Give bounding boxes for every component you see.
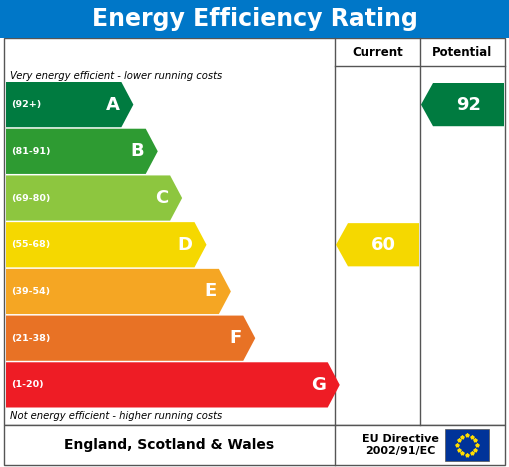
- Polygon shape: [6, 222, 207, 267]
- Bar: [0, 0, 509, 38]
- Text: (39-54): (39-54): [11, 287, 50, 296]
- Text: (21-38): (21-38): [11, 334, 50, 343]
- Text: C: C: [155, 189, 168, 207]
- Polygon shape: [421, 83, 504, 126]
- Text: F: F: [229, 329, 241, 347]
- Polygon shape: [336, 223, 419, 266]
- Text: G: G: [311, 376, 326, 394]
- Text: 60: 60: [371, 236, 396, 254]
- Text: B: B: [130, 142, 144, 160]
- Polygon shape: [6, 269, 231, 314]
- Text: (1-20): (1-20): [11, 381, 44, 389]
- Text: 92: 92: [456, 96, 481, 113]
- Bar: [4, 425, 505, 465]
- Text: D: D: [178, 236, 192, 254]
- Text: Current: Current: [352, 45, 403, 58]
- Text: Potential: Potential: [432, 45, 493, 58]
- Text: (92+): (92+): [11, 100, 41, 109]
- Polygon shape: [6, 176, 182, 220]
- Text: Not energy efficient - higher running costs: Not energy efficient - higher running co…: [10, 411, 222, 421]
- Text: A: A: [105, 96, 120, 113]
- Text: (81-91): (81-91): [11, 147, 50, 156]
- Text: England, Scotland & Wales: England, Scotland & Wales: [65, 438, 274, 452]
- Polygon shape: [6, 362, 340, 408]
- Text: (55-68): (55-68): [11, 240, 50, 249]
- Polygon shape: [6, 82, 133, 127]
- Text: Very energy efficient - lower running costs: Very energy efficient - lower running co…: [10, 71, 222, 81]
- Bar: [4, 38, 505, 425]
- Polygon shape: [6, 316, 255, 361]
- Polygon shape: [6, 129, 158, 174]
- Text: E: E: [205, 283, 217, 300]
- Text: Energy Efficiency Rating: Energy Efficiency Rating: [92, 7, 417, 31]
- Text: (69-80): (69-80): [11, 193, 50, 203]
- Text: EU Directive
2002/91/EC: EU Directive 2002/91/EC: [361, 434, 438, 456]
- Bar: [445, 429, 489, 461]
